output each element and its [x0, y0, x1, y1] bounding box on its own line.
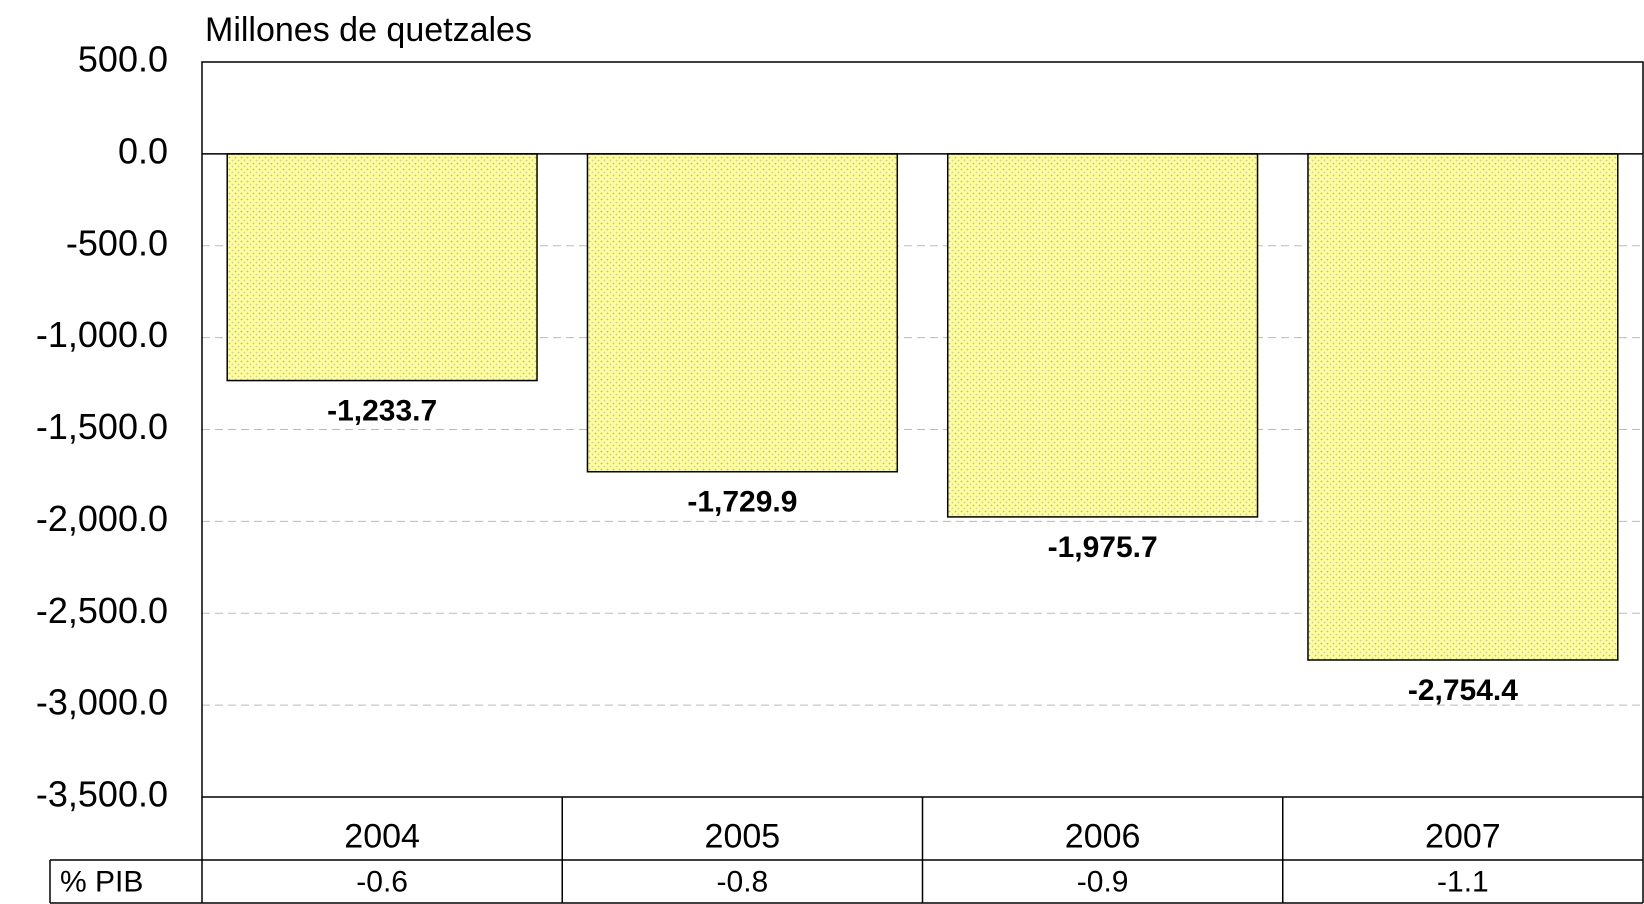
y-tick-label: -1,000.0: [36, 314, 168, 355]
table-value: -0.9: [1077, 865, 1129, 898]
axis-title: Millones de quetzales: [205, 11, 532, 49]
table-value: -0.8: [717, 865, 769, 898]
y-tick-label: -2,000.0: [36, 498, 168, 539]
x-tick-label: 2007: [1425, 817, 1501, 855]
data-label: -1,975.7: [1048, 531, 1158, 564]
y-tick-label: 500.0: [78, 39, 168, 80]
x-tick-label: 2006: [1065, 817, 1141, 855]
y-tick-label: -3,500.0: [36, 774, 168, 815]
data-label: -1,729.9: [687, 486, 797, 519]
data-label: -1,233.7: [327, 394, 437, 427]
table-row-label: % PIB: [60, 865, 143, 898]
y-tick-label: -3,000.0: [36, 682, 168, 723]
y-tick-label: 0.0: [118, 130, 168, 171]
bar: [1307, 153, 1619, 661]
data-label: -2,754.4: [1408, 674, 1518, 707]
x-tick-label: 2004: [344, 817, 420, 855]
y-tick-label: -2,500.0: [36, 590, 168, 631]
table-value: -1.1: [1437, 865, 1489, 898]
x-tick-label: 2005: [705, 817, 781, 855]
bar: [226, 153, 538, 382]
y-tick-label: -500.0: [66, 222, 168, 263]
bar: [946, 153, 1259, 518]
table-value: -0.6: [356, 865, 408, 898]
y-tick-label: -1,500.0: [36, 406, 168, 447]
bar: [586, 153, 899, 473]
